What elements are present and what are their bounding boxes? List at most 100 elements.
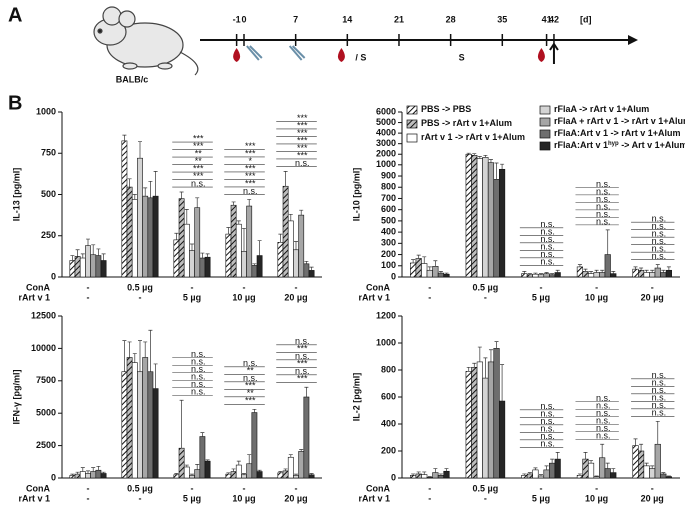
- error-bar: [438, 473, 443, 476]
- significance-label: n.s.: [540, 439, 555, 449]
- category-label: -: [139, 292, 142, 302]
- y-tick-label: 500: [381, 215, 396, 225]
- y-tick-label: 900: [381, 170, 396, 180]
- legend-swatch: [406, 105, 418, 115]
- error-bar: [278, 471, 283, 473]
- error-bar: [86, 470, 90, 474]
- error-bar: [242, 473, 246, 475]
- significance-label: n.s.: [652, 251, 667, 261]
- error-bar: [86, 238, 90, 246]
- challenge-arrow: [549, 42, 559, 64]
- bar: [421, 263, 428, 278]
- error-bar: [247, 199, 252, 207]
- significance-label: ***: [297, 143, 308, 153]
- significance-label: n.s.: [540, 234, 555, 244]
- significance-label: n.s.: [540, 409, 555, 419]
- category-label: -: [139, 493, 142, 503]
- significance-label: n.s.: [191, 387, 206, 397]
- y-tick-label: 6000: [376, 106, 396, 116]
- category-label: 5 µg: [532, 493, 550, 503]
- error-bar: [288, 213, 293, 221]
- bar: [582, 458, 589, 479]
- error-bar: [195, 197, 200, 208]
- error-bar: [472, 362, 477, 368]
- significance-label: ***: [245, 381, 256, 391]
- error-bar: [577, 473, 582, 476]
- mouse-icon: [93, 6, 199, 76]
- bar: [637, 269, 645, 278]
- error-bar: [650, 269, 655, 273]
- error-bar: [299, 209, 304, 216]
- significance-label: n.s.: [652, 214, 667, 224]
- error-bar: [304, 386, 309, 397]
- y-tick-label: 800: [381, 182, 396, 192]
- bar: [649, 468, 656, 479]
- category-label: -: [295, 282, 298, 292]
- category-label: -: [87, 292, 90, 302]
- significance-label: n.s.: [596, 416, 611, 426]
- bar: [487, 162, 495, 278]
- error-bar: [594, 475, 599, 477]
- significance-label: n.s.: [295, 336, 310, 346]
- bar: [576, 474, 584, 479]
- significance-label: n.s.: [540, 424, 555, 434]
- error-bar: [539, 474, 543, 476]
- bar: [183, 466, 190, 479]
- bar: [100, 260, 107, 278]
- y-axis-title: IL-10 [pg/ml]: [351, 168, 361, 222]
- y-tick-label: 500: [41, 189, 56, 199]
- significance-label: n.s.: [540, 249, 555, 259]
- y-tick-label: 250: [41, 230, 56, 240]
- error-bar: [600, 443, 605, 458]
- significance-label: n.s.: [596, 179, 611, 189]
- y-tick-label: 600: [381, 204, 396, 214]
- bar: [194, 207, 201, 278]
- y-tick-label: 0: [391, 472, 396, 482]
- category-label: 10 µg: [585, 493, 608, 503]
- bar: [582, 271, 589, 278]
- category-label: -: [243, 282, 246, 292]
- error-bar: [427, 476, 432, 478]
- bar: [443, 273, 450, 278]
- significance-label: n.s.: [191, 357, 206, 367]
- category-label: 20 µg: [284, 292, 307, 302]
- error-bar: [122, 134, 127, 141]
- category-label: -: [428, 483, 431, 493]
- error-bar: [639, 443, 644, 451]
- error-bar: [75, 471, 80, 475]
- bar: [654, 443, 661, 479]
- bar: [204, 460, 211, 479]
- category-label: -: [595, 282, 598, 292]
- category-label: 0.5 µg: [473, 483, 499, 493]
- significance-label: n.s.: [540, 227, 555, 237]
- category-label: -: [484, 493, 487, 503]
- significance-label: n.s.: [191, 364, 206, 374]
- legend-text: PBS -> PBS: [421, 104, 471, 114]
- significance-label: n.s.: [295, 158, 310, 168]
- bar: [241, 474, 247, 479]
- error-bar: [70, 255, 75, 261]
- error-bar: [143, 341, 148, 358]
- bar: [225, 233, 232, 278]
- legend-text: hyp: [608, 141, 619, 147]
- error-bar: [200, 252, 205, 259]
- error-bar: [309, 266, 314, 271]
- error-bar: [555, 269, 560, 273]
- bar: [587, 273, 595, 278]
- category-label: -: [595, 483, 598, 493]
- error-bar: [132, 194, 137, 200]
- significance-label: n.s.: [652, 236, 667, 246]
- category-label: -: [87, 282, 90, 292]
- day-label: 42: [549, 14, 559, 24]
- bar: [526, 274, 533, 278]
- bar: [298, 451, 305, 479]
- day-label: -1: [233, 14, 241, 24]
- bar: [95, 255, 102, 278]
- legend-entry: rFlaA:Art v 1hyp -> Art v 1+Alum: [554, 140, 685, 150]
- bar: [256, 255, 263, 278]
- category-label: 20 µg: [641, 292, 664, 302]
- error-bar: [544, 272, 549, 274]
- bar: [246, 205, 253, 278]
- significance-label: n.s.: [596, 201, 611, 211]
- error-bar: [148, 180, 153, 198]
